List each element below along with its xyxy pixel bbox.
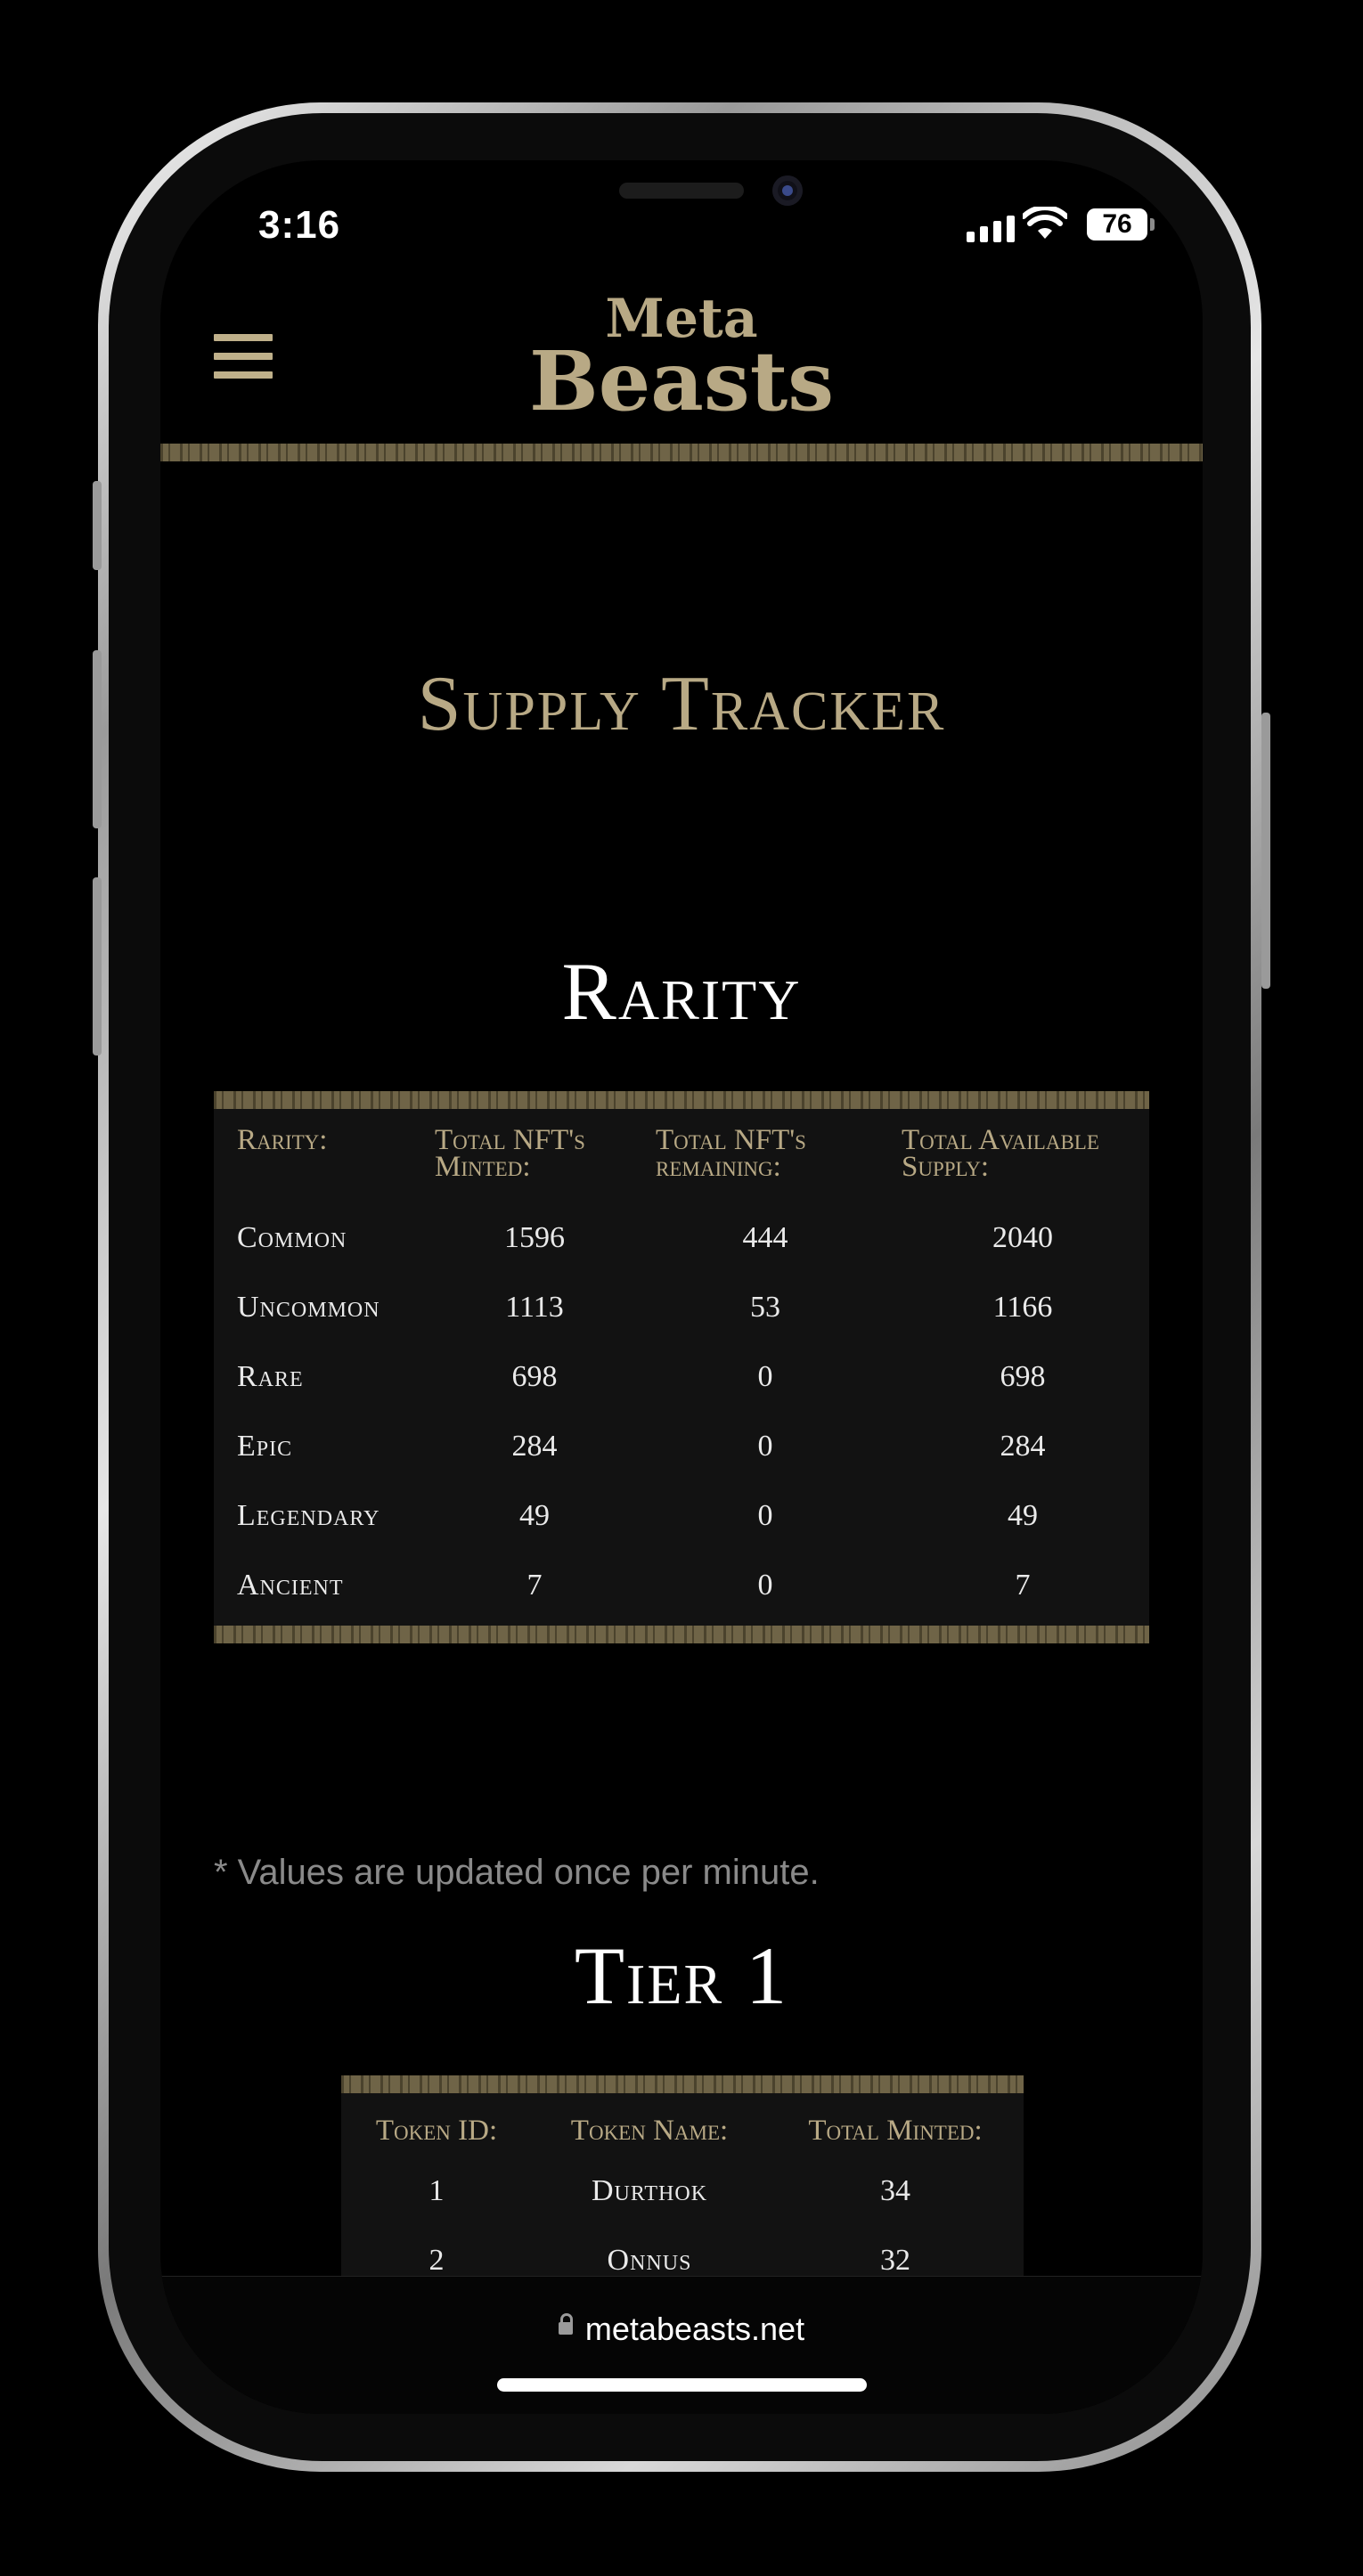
lock-icon (558, 2313, 573, 2336)
table-row: 2 Onnus 32 (341, 2226, 1024, 2295)
token-minted: 32 (880, 2244, 910, 2277)
rarity-name: Legendary (237, 1499, 380, 1532)
site-logo[interactable]: Meta Beasts (517, 292, 846, 422)
header-token-name: Token Name: (570, 2115, 729, 2147)
token-id: 2 (428, 2244, 445, 2277)
remaining-value: 444 (742, 1221, 788, 1254)
table-row: 1 Durthok 34 (341, 2156, 1024, 2226)
supply-value: 284 (1000, 1430, 1046, 1463)
hamburger-menu-icon[interactable] (214, 334, 273, 387)
remaining-value: 0 (757, 1499, 773, 1532)
remaining-value: 0 (757, 1569, 773, 1602)
logo-line-2: Beasts (529, 333, 834, 429)
header-token-id: Token ID: (375, 2115, 498, 2147)
cellular-signal-icon (967, 216, 1015, 242)
rarity-name: Uncommon (237, 1291, 380, 1324)
remaining-value: 0 (757, 1360, 773, 1393)
table-rune-border-bottom (214, 1626, 1149, 1643)
update-note: * Values are updated once per minute. (214, 1853, 820, 1892)
supply-value: 2040 (992, 1221, 1053, 1254)
token-id: 1 (428, 2174, 445, 2207)
mute-switch (93, 481, 102, 570)
minted-value: 284 (511, 1430, 558, 1463)
token-name: Durthok (591, 2174, 708, 2207)
browser-address-bar[interactable]: metabeasts.net (160, 2276, 1203, 2414)
rarity-table: Rarity: Total NFT's Minted: Total NFT's … (214, 1091, 1149, 1643)
home-indicator[interactable] (497, 2378, 867, 2392)
rarity-section-title: Rarity (561, 946, 802, 1037)
remaining-value: 53 (750, 1291, 780, 1324)
minted-value: 7 (526, 1569, 543, 1602)
header-rarity: Rarity: (237, 1124, 328, 1156)
supply-value: 698 (1000, 1360, 1046, 1393)
tier-table: Token ID: Token Name: Total Minted: 1 Du… (341, 2075, 1024, 2295)
volume-down-button (93, 877, 102, 1056)
token-name: Onnus (607, 2244, 692, 2277)
wifi-icon (1023, 207, 1067, 239)
supply-value: 1166 (992, 1291, 1053, 1324)
minted-value: 49 (519, 1499, 550, 1532)
front-camera (772, 175, 803, 206)
rarity-table-header: Rarity: Total NFT's Minted: Total NFT's … (214, 1109, 1149, 1203)
table-row: Uncommon 1113 53 1166 (214, 1273, 1149, 1342)
url-text: metabeasts.net (584, 2311, 805, 2347)
table-row: Common 1596 444 2040 (214, 1203, 1149, 1273)
minted-value: 1113 (505, 1291, 564, 1324)
token-minted: 34 (880, 2174, 910, 2207)
battery-icon: 76 (1087, 208, 1155, 240)
supply-value: 49 (1008, 1499, 1038, 1532)
tier-section-title: Tier 1 (574, 1930, 789, 2021)
url-display[interactable]: metabeasts.net (160, 2311, 1203, 2348)
rarity-name: Ancient (237, 1569, 344, 1602)
table-row: Epic 284 0 284 (214, 1412, 1149, 1481)
table-rune-border-top (341, 2075, 1024, 2093)
speaker-grille (619, 183, 744, 199)
page-title: Supply Tracker (417, 661, 946, 747)
table-row: Rare 698 0 698 (214, 1342, 1149, 1412)
header-total-supply: Total Available Supply: (902, 1124, 1099, 1183)
minted-value: 1596 (504, 1221, 565, 1254)
header-total-minted: Total Minted: (808, 2115, 983, 2147)
power-button (1261, 713, 1270, 989)
supply-value: 7 (1015, 1569, 1031, 1602)
header-total-remaining: Total NFT's remaining: (656, 1124, 806, 1183)
minted-value: 698 (511, 1360, 558, 1393)
remaining-value: 0 (757, 1430, 773, 1463)
logo-line-1: Meta (605, 288, 758, 350)
rarity-name: Epic (237, 1430, 293, 1463)
table-row: Legendary 49 0 49 (214, 1481, 1149, 1551)
rarity-name: Rare (237, 1360, 304, 1393)
tier-table-header: Token ID: Token Name: Total Minted: (341, 2093, 1024, 2156)
header-total-minted: Total NFT's Minted: (435, 1124, 585, 1183)
volume-up-button (93, 650, 102, 828)
status-time: 3:16 (258, 203, 341, 247)
header-rune-divider (160, 444, 1203, 461)
phone-screen: 3:16 76 Meta Beasts Supply Tracker Rarit… (160, 160, 1203, 2414)
table-rune-border-top (214, 1091, 1149, 1109)
table-row: Ancient 7 0 7 (214, 1551, 1149, 1620)
rarity-name: Common (237, 1221, 347, 1254)
